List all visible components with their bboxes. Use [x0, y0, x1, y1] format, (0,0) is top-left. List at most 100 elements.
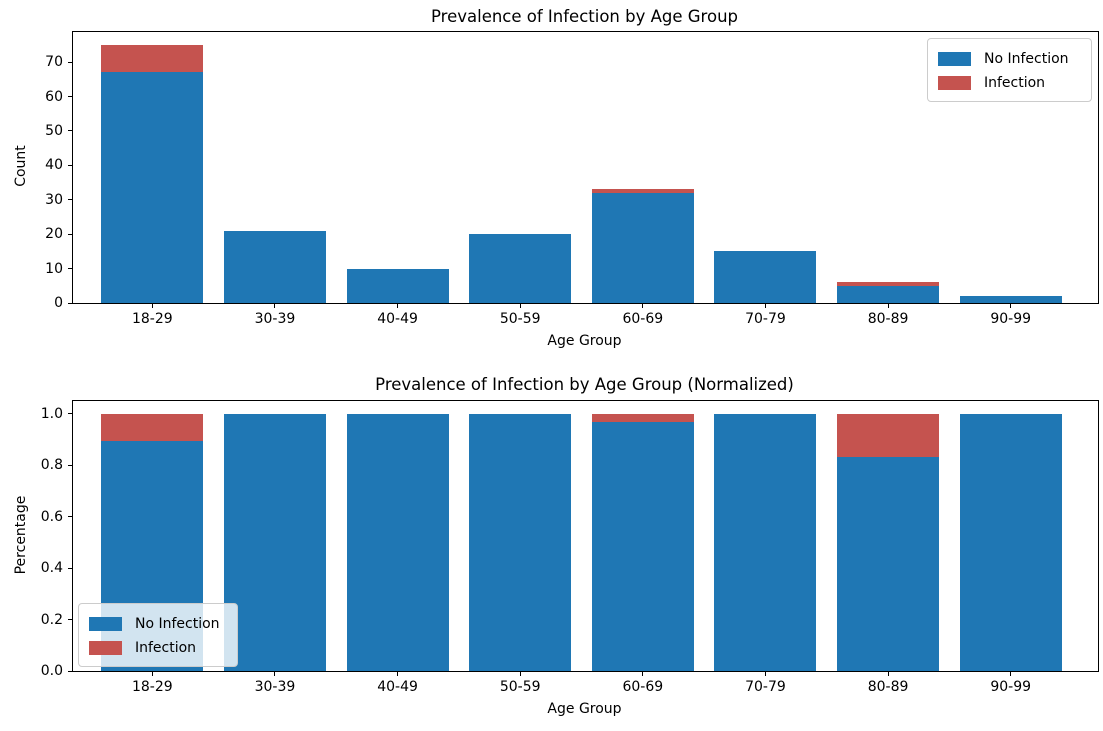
- x-tick-label: 90-99: [990, 679, 1032, 695]
- y-tick-label: 10: [45, 260, 63, 277]
- y-tick-label: 0.8: [40, 457, 63, 474]
- bar-segment-30-39-no-infection: [223, 413, 326, 671]
- no-infection-swatch-icon: [938, 52, 971, 66]
- x-tick-label: 60-69: [622, 311, 664, 327]
- y-tick-label: 60: [45, 88, 63, 105]
- count-x-axis-label: Age Group: [547, 333, 622, 349]
- y-tick-mark: [68, 516, 72, 518]
- infection-swatch-icon: [89, 641, 122, 655]
- bar-segment-80-89-infection: [837, 282, 940, 286]
- x-tick-label: 50-59: [499, 311, 541, 327]
- x-tick-label: 60-69: [622, 679, 664, 695]
- y-tick-label: 0.6: [40, 508, 63, 525]
- x-tick-label: 50-59: [499, 679, 541, 695]
- x-tick-label: 30-39: [254, 679, 296, 695]
- bar-segment-60-69-no-infection: [591, 421, 694, 671]
- normalized-plot-area: 0.0 0.2 0.4 0.6 0.8 1.0 18-29 30-39 40-49 50-59 60…: [41, 400, 1099, 695]
- x-tick-mark: [642, 672, 644, 676]
- bar-segment-60-69-infection: [591, 413, 694, 422]
- bar-segment-50-59-no-infection: [469, 413, 572, 671]
- x-tick-mark: [1010, 672, 1012, 676]
- legend-item-infection: Infection: [938, 71, 1081, 95]
- count-chart-title: Prevalence of Infection by Age Group: [431, 7, 738, 26]
- legend-label: No Infection: [135, 616, 220, 632]
- legend-item-no-infection: No Infection: [89, 612, 227, 636]
- bar-segment-60-69-infection: [591, 189, 694, 193]
- x-tick-label: 70-79: [745, 311, 786, 327]
- normalized-legend: No Infection Infection: [78, 603, 238, 667]
- x-tick-label: 70-79: [745, 679, 786, 695]
- y-tick-label: 70: [45, 54, 63, 71]
- x-tick-label: 80-89: [867, 311, 909, 327]
- x-tick-label: 90-99: [990, 311, 1032, 327]
- y-tick-mark: [68, 199, 72, 201]
- bar-segment-18-29-no-infection: [101, 72, 204, 303]
- count-plot-area: 0 10 20 30 40 50 60 70 18-29 30-39 40-49 50-59 60-69…: [45, 31, 1099, 327]
- y-tick-label: 0: [54, 295, 63, 311]
- x-tick-mark: [151, 672, 153, 676]
- x-tick-label: 40-49: [377, 311, 418, 327]
- x-tick-label: 40-49: [377, 679, 418, 695]
- bar-segment-90-99-no-infection: [959, 413, 1062, 671]
- bar-segment-30-39-no-infection: [223, 230, 326, 303]
- y-tick-label: 30: [45, 191, 63, 208]
- y-tick-mark: [68, 413, 72, 415]
- x-tick-mark: [887, 304, 889, 308]
- bar-segment-90-99-no-infection: [959, 296, 1062, 303]
- x-tick-mark: [764, 672, 766, 676]
- bar-segment-60-69-no-infection: [591, 192, 694, 303]
- bar-segment-80-89-no-infection: [837, 456, 940, 671]
- x-tick-label: 18-29: [131, 679, 173, 695]
- y-tick-label: 20: [45, 226, 63, 243]
- bar-segment-18-29-infection: [101, 44, 204, 73]
- y-tick-label: 40: [45, 157, 63, 174]
- y-tick-label: 1.0: [40, 405, 63, 422]
- x-tick-mark: [519, 304, 521, 308]
- x-tick-label: 80-89: [867, 679, 909, 695]
- y-tick-mark: [68, 670, 72, 672]
- legend-item-infection: Infection: [89, 636, 227, 660]
- bar-segment-80-89-no-infection: [837, 285, 940, 303]
- x-tick-mark: [397, 672, 399, 676]
- x-tick-mark: [151, 304, 153, 308]
- y-tick-mark: [68, 619, 72, 621]
- y-tick-mark: [68, 130, 72, 132]
- y-tick-mark: [68, 164, 72, 166]
- x-tick-mark: [274, 672, 276, 676]
- normalized-chart-title: Prevalence of Infection by Age Group (No…: [375, 375, 794, 394]
- x-tick-mark: [887, 672, 889, 676]
- bar-segment-40-49-no-infection: [346, 268, 449, 303]
- bar-segment-40-49-no-infection: [346, 413, 449, 671]
- x-tick-label: 30-39: [254, 311, 296, 327]
- legend-label: Infection: [135, 640, 197, 656]
- count-legend: No Infection Infection: [927, 38, 1092, 102]
- legend-label: No Infection: [984, 51, 1069, 67]
- y-tick-label: 0.2: [40, 611, 63, 628]
- y-tick-label: 0.0: [40, 663, 63, 679]
- legend-label: Infection: [984, 75, 1046, 91]
- x-tick-label: 18-29: [131, 311, 173, 327]
- y-tick-mark: [68, 61, 72, 63]
- bar-segment-80-89-infection: [837, 413, 940, 457]
- x-tick-mark: [397, 304, 399, 308]
- y-tick-mark: [68, 268, 72, 270]
- y-tick-mark: [68, 567, 72, 569]
- normalized-x-axis-label: Age Group: [547, 701, 622, 717]
- x-tick-mark: [764, 304, 766, 308]
- bar-segment-18-29-infection: [101, 413, 204, 442]
- bar-segment-70-79-no-infection: [714, 251, 817, 303]
- y-tick-label: 0.4: [40, 560, 63, 577]
- y-tick-mark: [68, 302, 72, 304]
- legend-item-no-infection: No Infection: [938, 47, 1081, 71]
- x-tick-mark: [1010, 304, 1012, 308]
- y-tick-mark: [68, 464, 72, 466]
- bar-segment-70-79-no-infection: [714, 413, 817, 671]
- infection-swatch-icon: [938, 76, 971, 90]
- y-tick-label: 50: [45, 122, 63, 139]
- x-tick-mark: [519, 672, 521, 676]
- bar-segment-50-59-no-infection: [469, 234, 572, 303]
- no-infection-swatch-icon: [89, 617, 122, 631]
- x-tick-mark: [274, 304, 276, 308]
- x-tick-mark: [642, 304, 644, 308]
